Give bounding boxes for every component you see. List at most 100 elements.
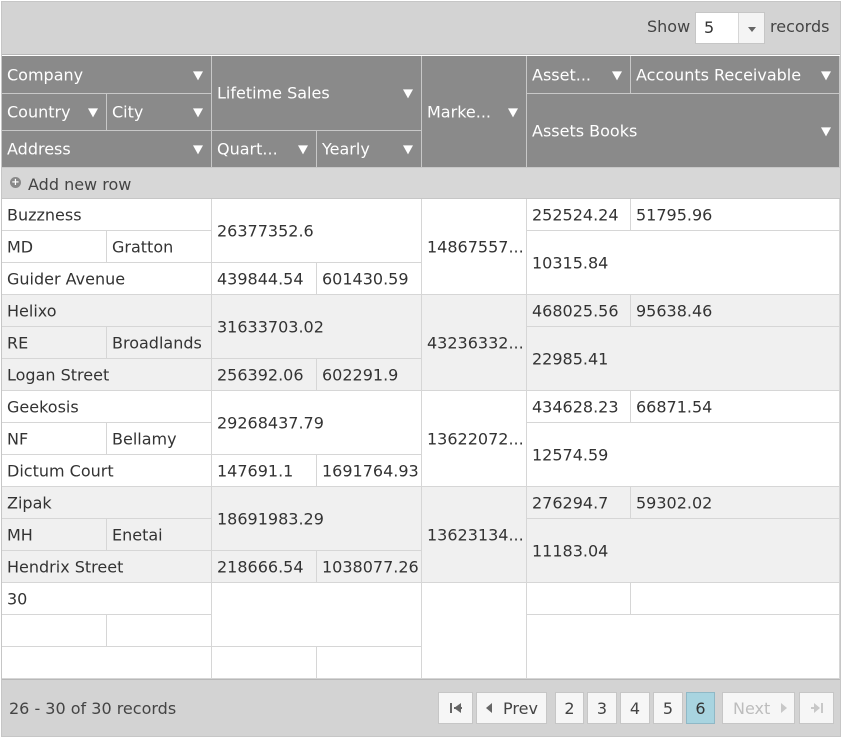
cell-yearly[interactable] bbox=[317, 647, 422, 679]
header-market[interactable]: Marke... bbox=[422, 56, 527, 168]
header-address[interactable]: Address bbox=[2, 131, 212, 168]
cell-lifetime-sales[interactable]: 26377352.6 bbox=[212, 199, 422, 263]
cell-lifetime-sales[interactable] bbox=[212, 583, 422, 647]
header-country[interactable]: Country bbox=[2, 94, 107, 131]
cell-accounts-receivable[interactable] bbox=[631, 583, 840, 615]
cell-company[interactable]: Geekosis bbox=[2, 391, 212, 423]
cell-yearly[interactable]: 601430.59 bbox=[317, 263, 422, 295]
pager-summary: 26 - 30 of 30 records bbox=[9, 699, 177, 718]
cell-market[interactable] bbox=[422, 583, 527, 679]
filter-icon[interactable] bbox=[193, 145, 203, 155]
cell-accounts-receivable[interactable]: 95638.46 bbox=[631, 295, 840, 327]
cell-assets[interactable]: 434628.23 bbox=[527, 391, 631, 423]
cell-assets-books[interactable]: 22985.41 bbox=[527, 327, 840, 391]
filter-icon[interactable] bbox=[403, 145, 413, 155]
cell-quarterly[interactable]: 439844.54 bbox=[212, 263, 317, 295]
cell-assets[interactable]: 252524.24 bbox=[527, 199, 631, 231]
cell-country[interactable]: NF bbox=[2, 423, 107, 455]
cell-quarterly[interactable]: 218666.54 bbox=[212, 551, 317, 583]
cell-yearly[interactable]: 1038077.26 bbox=[317, 551, 422, 583]
cell-accounts-receivable[interactable]: 59302.02 bbox=[631, 487, 840, 519]
cell-country[interactable]: MH bbox=[2, 519, 107, 551]
cell-value: 1691764.93 bbox=[322, 461, 419, 480]
cell-yearly[interactable]: 602291.9 bbox=[317, 359, 422, 391]
header-company[interactable]: Company bbox=[2, 56, 212, 94]
filter-icon[interactable] bbox=[612, 70, 622, 80]
filter-icon[interactable] bbox=[298, 145, 308, 155]
cell-city[interactable]: Gratton bbox=[107, 231, 212, 263]
cell-assets[interactable]: 468025.56 bbox=[527, 295, 631, 327]
last-page-button[interactable] bbox=[799, 692, 834, 724]
cell-company[interactable]: 30 bbox=[2, 583, 212, 615]
first-page-button[interactable] bbox=[438, 692, 473, 724]
page-size-select[interactable]: 5 bbox=[695, 12, 765, 44]
cell-quarterly[interactable]: 256392.06 bbox=[212, 359, 317, 391]
header-label: Marke... bbox=[427, 102, 491, 121]
filter-icon[interactable] bbox=[193, 70, 203, 80]
header-assets[interactable]: Asset... bbox=[527, 56, 631, 94]
cell-city[interactable]: Bellamy bbox=[107, 423, 212, 455]
cell-assets-books[interactable]: 12574.59 bbox=[527, 423, 840, 487]
cell-value: 13623134... bbox=[427, 525, 524, 544]
cell-market[interactable]: 13622072... bbox=[422, 391, 527, 487]
cell-city[interactable] bbox=[107, 615, 212, 647]
cell-accounts-receivable[interactable]: 66871.54 bbox=[631, 391, 840, 423]
cell-quarterly[interactable] bbox=[212, 647, 317, 679]
cell-country[interactable] bbox=[2, 615, 107, 647]
cell-value: 26377352.6 bbox=[217, 221, 314, 240]
page-button-3[interactable]: 3 bbox=[587, 692, 617, 724]
page-button-6-active[interactable]: 6 bbox=[686, 692, 715, 724]
cell-city[interactable]: Enetai bbox=[107, 519, 212, 551]
filter-icon[interactable] bbox=[403, 89, 413, 99]
cell-assets-books[interactable] bbox=[527, 615, 840, 679]
header-city[interactable]: City bbox=[107, 94, 212, 131]
cell-market[interactable]: 43236332... bbox=[422, 295, 527, 391]
cell-value: Bellamy bbox=[112, 429, 177, 448]
filter-icon[interactable] bbox=[193, 108, 203, 118]
cell-market[interactable]: 14867557... bbox=[422, 199, 527, 295]
next-page-button[interactable]: Next bbox=[722, 692, 795, 724]
header-accounts-receivable[interactable]: Accounts Receivable bbox=[631, 56, 840, 94]
cell-assets[interactable]: 276294.7 bbox=[527, 487, 631, 519]
cell-company[interactable]: Zipak bbox=[2, 487, 212, 519]
grid-pager: 26 - 30 of 30 records Prev 2 3 4 5 6 Nex… bbox=[2, 679, 840, 736]
cell-quarterly[interactable]: 147691.1 bbox=[212, 455, 317, 487]
cell-value: RE bbox=[7, 333, 29, 352]
cell-city[interactable]: Broadlands bbox=[107, 327, 212, 359]
cell-accounts-receivable[interactable]: 51795.96 bbox=[631, 199, 840, 231]
cell-address[interactable] bbox=[2, 647, 212, 679]
cell-company[interactable]: Buzzness bbox=[2, 199, 212, 231]
prev-page-button[interactable]: Prev bbox=[476, 692, 547, 724]
cell-market[interactable]: 13623134... bbox=[422, 487, 527, 583]
cell-lifetime-sales[interactable]: 29268437.79 bbox=[212, 391, 422, 455]
filter-icon[interactable] bbox=[821, 70, 831, 80]
page-button-2[interactable]: 2 bbox=[555, 692, 584, 724]
cell-value: 95638.46 bbox=[636, 301, 713, 320]
cell-address[interactable]: Guider Avenue bbox=[2, 263, 212, 295]
cell-company[interactable]: Helixo bbox=[2, 295, 212, 327]
header-lifetime-sales[interactable]: Lifetime Sales bbox=[212, 56, 422, 131]
cell-address[interactable]: Logan Street bbox=[2, 359, 212, 391]
header-assets-books[interactable]: Assets Books bbox=[527, 94, 840, 168]
cell-assets-books[interactable]: 10315.84 bbox=[527, 231, 840, 295]
first-page-icon bbox=[450, 703, 462, 713]
cell-lifetime-sales[interactable]: 18691983.29 bbox=[212, 487, 422, 551]
cell-country[interactable]: RE bbox=[2, 327, 107, 359]
cell-address[interactable]: Dictum Court bbox=[2, 455, 212, 487]
filter-icon[interactable] bbox=[821, 126, 831, 136]
cell-lifetime-sales[interactable]: 31633703.02 bbox=[212, 295, 422, 359]
filter-icon[interactable] bbox=[508, 107, 518, 117]
cell-country[interactable]: MD bbox=[2, 231, 107, 263]
show-label: Show bbox=[647, 17, 691, 36]
cell-address[interactable]: Hendrix Street bbox=[2, 551, 212, 583]
page-button-4[interactable]: 4 bbox=[620, 692, 650, 724]
cell-yearly[interactable]: 1691764.93 bbox=[317, 455, 422, 487]
filter-icon[interactable] bbox=[88, 108, 98, 118]
cell-assets-books[interactable]: 11183.04 bbox=[527, 519, 840, 583]
page-button-5[interactable]: 5 bbox=[653, 692, 683, 724]
cell-assets[interactable] bbox=[527, 583, 631, 615]
header-yearly[interactable]: Yearly bbox=[317, 131, 422, 168]
add-new-row[interactable]: + Add new row bbox=[2, 168, 840, 199]
dropdown-button[interactable] bbox=[738, 13, 764, 43]
header-quarterly[interactable]: Quart... bbox=[212, 131, 317, 168]
